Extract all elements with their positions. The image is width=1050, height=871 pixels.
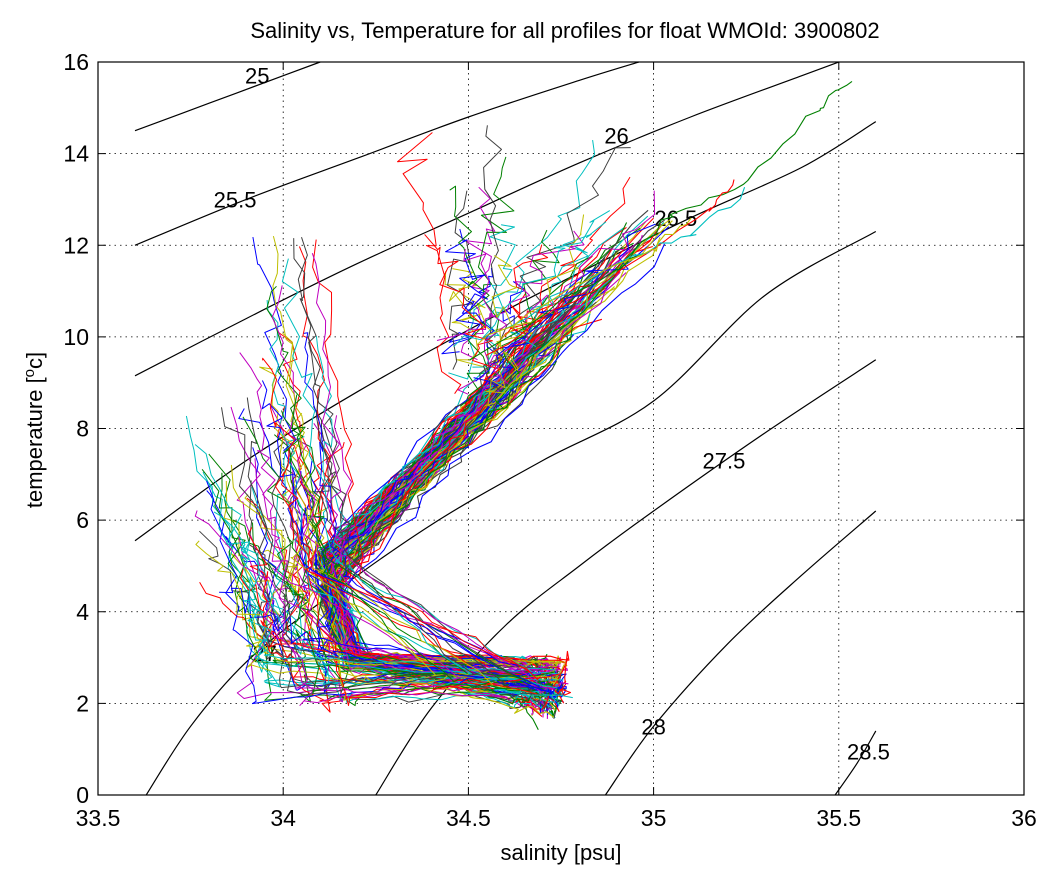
profile-line — [487, 255, 518, 408]
profile-line — [508, 221, 607, 348]
profile-line — [505, 187, 746, 330]
profile-line — [247, 527, 522, 675]
profile-line — [449, 185, 490, 374]
profile-line — [194, 444, 558, 689]
profile-line — [194, 510, 540, 673]
density-contour-27-5 — [375, 359, 877, 796]
profile-line — [320, 244, 641, 697]
y-axis-label-main: temperature [ — [22, 377, 47, 508]
profile-line — [254, 458, 508, 698]
profile-line — [317, 488, 535, 690]
density-contour-25-5 — [134, 61, 639, 246]
chart-title: Salinity vs, Temperature for all profile… — [250, 18, 879, 43]
y-tick-label: 8 — [76, 416, 89, 442]
profile-line — [206, 480, 487, 705]
y-axis-label-sup: o — [21, 369, 38, 377]
profile-lines — [185, 80, 853, 731]
profile-line — [291, 394, 455, 682]
profile-line — [315, 335, 533, 673]
profile-line — [238, 535, 473, 706]
density-contour-label: 26.5 — [654, 206, 697, 231]
profile-line — [244, 494, 559, 681]
density-contour-label: 28 — [641, 714, 665, 739]
profile-line — [240, 541, 556, 672]
y-axis-label-end: c] — [22, 352, 47, 369]
profile-line — [447, 190, 474, 370]
profile-line — [397, 132, 462, 394]
y-tick-label: 10 — [63, 324, 89, 350]
density-contour-label: 26 — [604, 123, 628, 148]
profile-line — [312, 239, 539, 681]
density-contour-28-5 — [834, 730, 877, 796]
y-tick-label: 0 — [76, 782, 89, 808]
profile-line — [319, 309, 566, 702]
profile-line — [436, 230, 585, 341]
profile-line — [271, 441, 547, 696]
profile-line — [463, 248, 509, 385]
y-tick-label: 2 — [76, 690, 89, 716]
density-contour-label: 25 — [245, 64, 269, 89]
profile-line — [475, 223, 656, 382]
profile-line — [330, 351, 551, 695]
x-tick-label: 33.5 — [76, 805, 121, 831]
profile-line — [281, 258, 473, 675]
density-contour-28 — [604, 510, 877, 796]
profile-line — [213, 511, 488, 687]
y-tick-label: 12 — [63, 232, 89, 258]
profile-line — [262, 357, 531, 673]
profile-line — [326, 358, 555, 718]
y-tick-label: 14 — [63, 141, 89, 167]
profile-line — [504, 244, 549, 337]
profile-line — [269, 403, 553, 703]
profile-line — [240, 565, 495, 691]
y-tick-label: 4 — [76, 599, 89, 625]
x-tick-label: 34 — [270, 805, 296, 831]
profile-line — [460, 186, 496, 361]
profile-line — [251, 486, 517, 687]
profile-line — [453, 210, 611, 348]
profile-line — [424, 234, 500, 381]
profile-line — [275, 471, 562, 706]
profile-line — [297, 237, 475, 676]
profile-line — [272, 235, 435, 664]
x-axis-label: salinity [psu] — [500, 840, 621, 865]
profile-line — [277, 536, 510, 694]
profile-line — [457, 190, 656, 395]
axes-ticks: 33.5 34 34.5 35 35.5 36 0 2 4 6 8 10 12 14 16 — [63, 49, 1036, 831]
profile-line — [259, 366, 436, 676]
profile-line — [491, 176, 631, 367]
profile-line — [240, 540, 471, 674]
x-tick-label: 34.5 — [446, 805, 491, 831]
density-contour-label: 28.5 — [847, 739, 890, 764]
profile-line — [293, 238, 514, 676]
profile-line — [277, 331, 489, 668]
profile-line — [476, 217, 692, 345]
profile-line — [266, 300, 497, 681]
profile-line — [483, 125, 503, 393]
density-contour-26 — [134, 61, 840, 377]
profile-line — [248, 480, 553, 689]
profile-line — [485, 179, 735, 356]
x-tick-label: 36 — [1011, 805, 1037, 831]
y-tick-label: 16 — [63, 49, 89, 75]
profile-line — [311, 253, 539, 685]
profile-line — [330, 406, 570, 704]
profile-line — [252, 447, 480, 691]
profile-line — [282, 332, 494, 686]
x-tick-label: 35 — [641, 805, 667, 831]
profile-line — [469, 80, 853, 361]
density-contour-label: 27.5 — [703, 449, 746, 474]
profile-line — [281, 410, 468, 675]
x-tick-label: 35.5 — [816, 805, 861, 831]
density-contour-27 — [145, 230, 877, 796]
profile-line — [239, 352, 459, 678]
density-contour-label: 25.5 — [214, 187, 257, 212]
y-axis-label: temperature [oc] — [21, 352, 47, 508]
y-tick-label: 6 — [76, 507, 89, 533]
profile-line — [459, 156, 515, 407]
density-contour-25 — [134, 61, 321, 132]
